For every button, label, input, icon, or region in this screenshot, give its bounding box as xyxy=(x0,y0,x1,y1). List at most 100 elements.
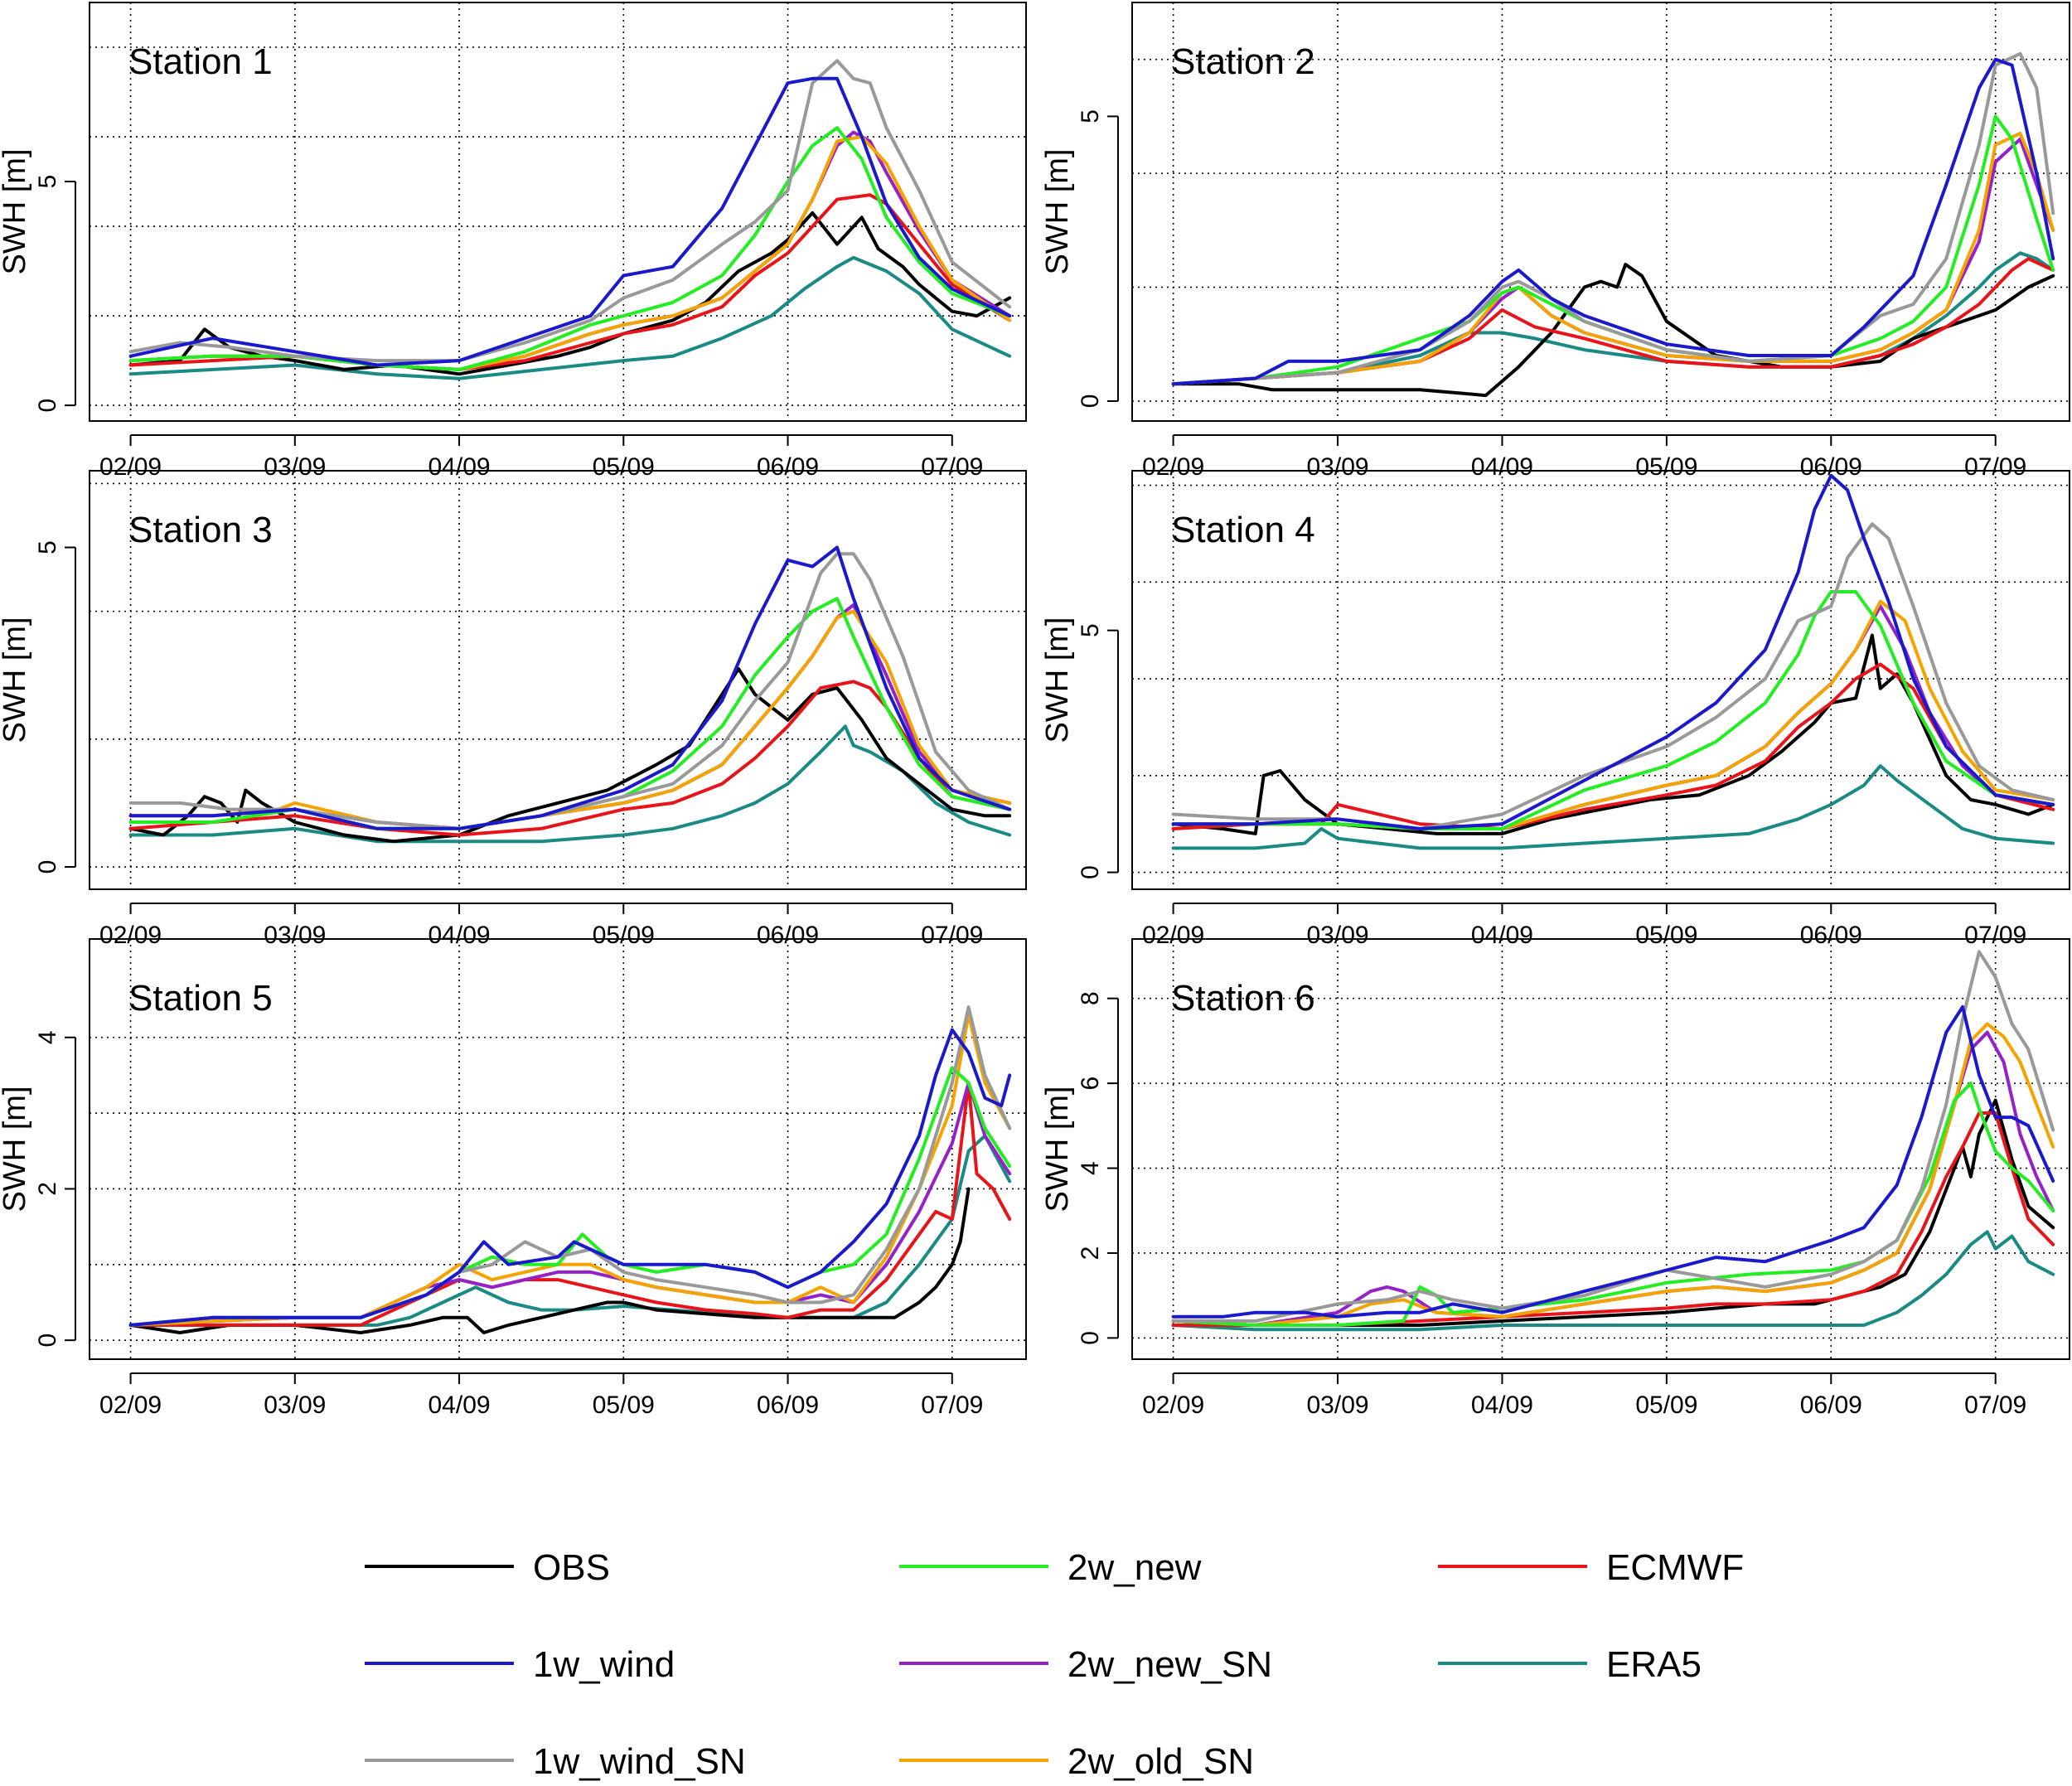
series-line-ECMWF xyxy=(128,1081,1012,1327)
panel-title: Station 6 xyxy=(1171,978,1315,1019)
y-tick-label: 0 xyxy=(1077,394,1104,409)
y-tick-label: 0 xyxy=(34,399,61,413)
legend-entry-ECMWF: ECMWF xyxy=(1438,1547,1744,1588)
series-lines xyxy=(1171,950,2055,1332)
y-tick-label: 5 xyxy=(1077,109,1104,123)
series-line-1w_wind xyxy=(1171,1004,2055,1319)
series-line-1w_wind_SN xyxy=(128,1005,1012,1327)
y-tick-label: 5 xyxy=(34,175,61,189)
plot-frame xyxy=(1131,938,2070,1360)
series-line-1w_wind xyxy=(1171,57,2055,386)
legend-entry-2w_new_SN: 2w_new_SN xyxy=(899,1644,1272,1685)
x-tick-label: 03/09 xyxy=(1306,453,1368,481)
series-line-ECMWF xyxy=(128,193,1012,371)
y-tick-label: 0 xyxy=(1077,865,1104,879)
y-axis-label: SWH [m] xyxy=(0,617,32,743)
legend-label: ECMWF xyxy=(1606,1547,1744,1588)
y-tick-label: 6 xyxy=(1077,1077,1104,1091)
series-line-OBS xyxy=(128,1187,971,1334)
series-line-ERA5 xyxy=(128,1134,1012,1327)
x-tick-label: 04/09 xyxy=(428,1392,491,1419)
series-line-1w_wind xyxy=(1171,473,2055,830)
legend-label: 2w_new_SN xyxy=(1067,1644,1272,1685)
y-axis-label: SWH [m] xyxy=(0,1087,32,1212)
x-tick-label: 04/09 xyxy=(428,922,491,949)
legend-label: 2w_new xyxy=(1067,1547,1202,1588)
x-tick-label: 07/09 xyxy=(921,1392,983,1419)
x-tick-label: 06/09 xyxy=(1800,922,1862,949)
x-tick-label: 05/09 xyxy=(593,453,655,481)
series-lines xyxy=(1171,473,2055,850)
series-line-1w_wind xyxy=(128,76,1012,367)
y-tick-label: 8 xyxy=(1077,991,1104,1005)
series-lines xyxy=(128,545,1012,844)
legend-entry-1w_wind: 1w_wind xyxy=(365,1644,675,1685)
x-tick-label: 03/09 xyxy=(264,922,326,949)
series-line-ECMWF xyxy=(1171,662,2055,830)
series-lines xyxy=(128,59,1012,380)
y-tick-label: 2 xyxy=(1077,1246,1104,1261)
y-tick-label: 5 xyxy=(1077,623,1104,637)
series-line-2w_new xyxy=(128,597,1012,830)
legend-entry-2w_old_SN: 2w_old_SN xyxy=(899,1741,1254,1782)
plot-frame xyxy=(1131,470,2070,890)
x-tick-label: 02/09 xyxy=(99,922,162,949)
x-tick-label: 02/09 xyxy=(1142,1392,1204,1419)
x-tick-label: 04/09 xyxy=(1471,1392,1533,1419)
x-tick-label: 04/09 xyxy=(1471,922,1533,949)
x-tick-label: 02/09 xyxy=(1142,453,1204,481)
legend-entry-ERA5: ERA5 xyxy=(1438,1644,1702,1685)
series-line-OBS xyxy=(1171,1098,2055,1327)
legend-entry-1w_wind_SN: 1w_wind_SN xyxy=(365,1741,746,1782)
panel-title: Station 3 xyxy=(128,510,273,550)
x-tick-label: 04/09 xyxy=(428,453,491,481)
x-tick-label: 07/09 xyxy=(1964,1392,2026,1419)
x-tick-label: 05/09 xyxy=(593,1392,655,1419)
plot-frame xyxy=(1131,2,2070,422)
y-axis-label: SWH [m] xyxy=(1040,149,1075,275)
series-lines xyxy=(1171,51,2055,398)
series-line-1w_wind xyxy=(128,545,1012,830)
x-tick-label: 02/09 xyxy=(99,453,162,481)
panel-title: Station 1 xyxy=(128,41,273,82)
series-line-2w_new_SN xyxy=(128,603,1012,830)
series-line-ERA5 xyxy=(1171,764,2055,850)
legend-label: 1w_wind_SN xyxy=(533,1741,746,1782)
panel-station-5: 02/09 03/09 04/09 05/09 06/09 07/09 0 2 4 SWH [m]… xyxy=(0,938,1027,1419)
x-tick-label: 05/09 xyxy=(1635,1392,1697,1419)
series-line-OBS xyxy=(1171,633,2055,835)
x-tick-label: 06/09 xyxy=(1800,1392,1862,1419)
x-tick-label: 04/09 xyxy=(1471,453,1533,481)
x-tick-label: 02/09 xyxy=(99,1392,162,1419)
y-tick-label: 2 xyxy=(34,1182,61,1196)
x-tick-label: 03/09 xyxy=(264,453,326,481)
panel-title: Station 5 xyxy=(128,978,273,1019)
y-axis-label: SWH [m] xyxy=(1040,617,1075,743)
series-line-1w_wind_SN xyxy=(128,59,1012,363)
panel-station-3: 02/09 03/09 04/09 05/09 06/09 07/09 0 5 SWH [m] S… xyxy=(0,470,1027,949)
series-line-ERA5 xyxy=(128,255,1012,380)
series-line-2w_old_SN xyxy=(1171,1022,2055,1327)
series-line-2w_old_SN xyxy=(128,609,1012,830)
legend-label: 2w_old_SN xyxy=(1067,1741,1254,1782)
legend-entry-OBS: OBS xyxy=(365,1547,610,1588)
x-tick-label: 06/09 xyxy=(757,922,819,949)
panel-title: Station 2 xyxy=(1171,41,1315,82)
series-line-ERA5 xyxy=(1171,1230,2055,1332)
legend: OBS 1w_wind 1w_wind_SN 2w_new 2w_new_SN 2w_ol… xyxy=(365,1547,1744,1782)
panel-station-6: 02/09 03/09 04/09 05/09 06/09 07/09 0 2 4 6 8 SWH [… xyxy=(1040,938,2070,1419)
legend-label: OBS xyxy=(533,1547,610,1588)
x-tick-label: 03/09 xyxy=(1306,1392,1368,1419)
series-line-2w_new_SN xyxy=(1171,1030,2055,1327)
x-tick-label: 05/09 xyxy=(1635,453,1697,481)
y-axis-label: SWH [m] xyxy=(1040,1087,1075,1212)
x-tick-label: 07/09 xyxy=(921,453,983,481)
panel-title: Station 4 xyxy=(1171,510,1315,550)
y-tick-label: 0 xyxy=(1077,1331,1104,1345)
y-tick-label: 0 xyxy=(34,1333,61,1348)
legend-entry-2w_new: 2w_new xyxy=(899,1547,1202,1588)
